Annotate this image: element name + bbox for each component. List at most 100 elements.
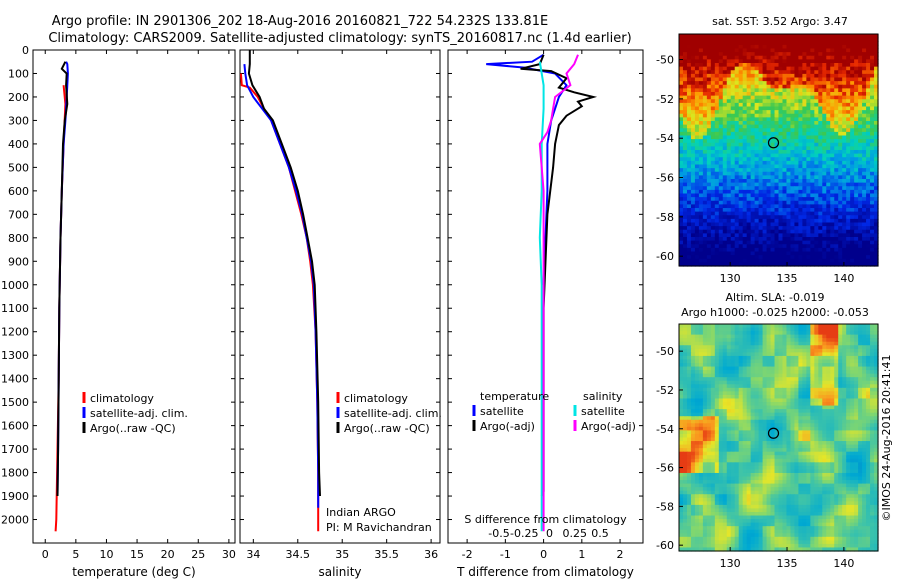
sst-cell [698, 186, 704, 191]
sst-cell [874, 135, 879, 140]
sla-cell [786, 370, 792, 375]
sst-cell [862, 204, 867, 209]
sst-cell [718, 139, 724, 144]
sst-cell [810, 233, 815, 238]
sst-cell [754, 52, 760, 57]
sla-cell [842, 355, 847, 361]
sst-cell [746, 139, 752, 144]
sst-cell [710, 197, 716, 202]
sla-cell [838, 324, 843, 329]
sla-cell [874, 402, 879, 407]
sla-cell [802, 426, 807, 432]
sst-cell [726, 41, 732, 46]
sla-cell [726, 409, 732, 414]
sst-cell [714, 70, 720, 75]
sst-cell [858, 171, 863, 176]
sst-cell [786, 211, 792, 216]
sst-cell [822, 200, 827, 205]
sst-cell [870, 139, 875, 144]
sst-cell [734, 146, 740, 151]
sst-cell [854, 222, 859, 227]
sst-cell [806, 153, 811, 158]
sst-cell [742, 251, 748, 256]
sla-cell [762, 324, 768, 329]
sst-cell [722, 81, 728, 86]
sst-cell [774, 211, 780, 216]
sla-cell [742, 373, 748, 378]
sst-cell [826, 55, 831, 60]
sla-cell [679, 394, 684, 400]
sla-cell [846, 366, 851, 371]
sst-cell [770, 110, 776, 115]
sla-cell [698, 348, 704, 353]
sst-cell [710, 150, 716, 155]
sst-cell [822, 77, 827, 82]
sst-cell [842, 117, 847, 122]
sst-cell [794, 110, 799, 115]
sst-cell [718, 247, 724, 253]
sla-cell [714, 426, 720, 432]
sla-cell [698, 327, 704, 332]
sst-cell [790, 92, 796, 97]
sst-cell [690, 102, 696, 108]
sst-cell [722, 88, 728, 93]
sst-cell [834, 237, 839, 242]
sst-cell [710, 73, 716, 79]
sla-cell [870, 334, 875, 339]
sst-cell [782, 106, 788, 111]
sla-cell [758, 380, 764, 385]
sst-cell [730, 44, 736, 50]
sla-cell [730, 363, 736, 368]
sst-cell [726, 99, 732, 104]
sla-cell [830, 384, 835, 389]
sla-cell [822, 359, 827, 364]
sst-cell [814, 193, 819, 198]
sst-cell [682, 95, 688, 100]
sst-lat-label: -58 [656, 211, 674, 224]
sst-cell [850, 157, 855, 162]
sst-cell [742, 189, 748, 195]
sst-cell [834, 102, 839, 108]
sla-cell [730, 416, 736, 421]
sla-cell [766, 345, 772, 350]
sst-cell [838, 258, 843, 263]
sst-cell [690, 139, 696, 144]
sla-cell [694, 394, 700, 400]
sla-cell [786, 334, 792, 339]
sst-cell [750, 164, 756, 169]
sst-cell [762, 84, 768, 89]
sst-cell [738, 237, 744, 242]
sla-cell [814, 426, 819, 432]
sla-cell [690, 384, 696, 389]
sst-cell [679, 240, 684, 245]
sst-cell [794, 247, 799, 253]
sst-cell [758, 66, 764, 71]
sla-cell [814, 419, 819, 424]
sst-cell [870, 113, 875, 118]
sla-cell [834, 419, 839, 424]
sst-cell [778, 189, 784, 195]
sst-cell [794, 77, 799, 82]
sst-cell [746, 164, 752, 169]
sla-cell [750, 405, 756, 410]
sst-cell [838, 222, 843, 227]
sst-cell [778, 37, 784, 42]
sst-cell [850, 66, 855, 71]
sla-cell [694, 366, 700, 371]
sst-cell [786, 146, 792, 151]
sst-cell [770, 117, 776, 122]
sst-cell [814, 73, 819, 79]
sla-cell [874, 334, 879, 339]
sst-cell [770, 84, 776, 89]
sst-cell [838, 251, 843, 256]
sst-cell [722, 208, 728, 213]
sst-cell [814, 34, 819, 39]
sst-cell [814, 157, 819, 162]
sst-cell [734, 117, 740, 122]
sst-lon-label: 130 [720, 272, 741, 285]
sst-cell [834, 41, 839, 46]
sla-cell [826, 324, 831, 329]
sst-cell [826, 204, 831, 209]
sst-cell [774, 139, 780, 144]
sla-cell [722, 409, 728, 414]
